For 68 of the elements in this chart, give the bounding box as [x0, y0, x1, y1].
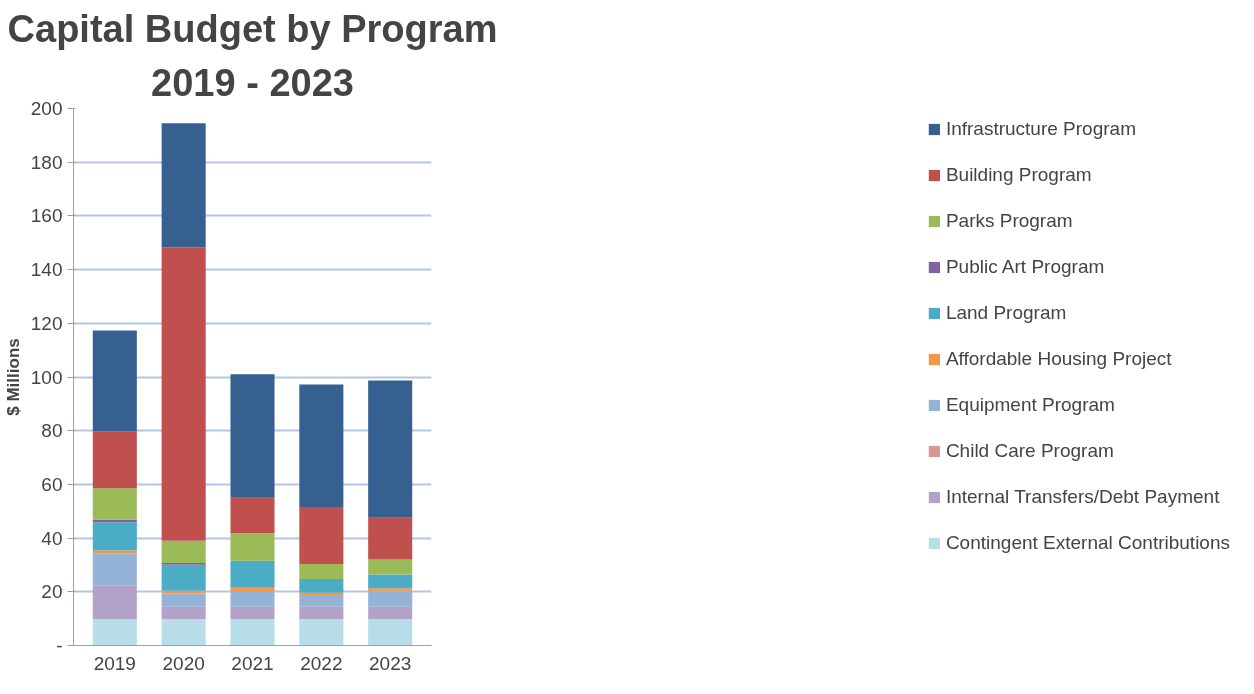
y-tick-label: 200: [30, 98, 63, 119]
x-tick-label: 2020: [162, 652, 205, 674]
y-tick-label: 60: [41, 473, 63, 495]
legend-label: Equipment Program: [945, 394, 1115, 416]
bar: [161, 540, 206, 564]
y-tick-label: 180: [30, 151, 63, 173]
bar: [368, 380, 413, 518]
bar: [230, 606, 275, 619]
y-axis-title: $ Millions: [3, 338, 23, 416]
x-tick-label: 2022: [300, 652, 343, 674]
legend-label: Infrastructure Program: [945, 118, 1136, 140]
bar: [299, 506, 344, 564]
y-tick-label: 80: [41, 420, 63, 442]
bar: [230, 497, 275, 534]
bar: [230, 374, 275, 498]
bar: [299, 384, 344, 507]
bar: [230, 590, 275, 607]
bar: [161, 618, 206, 646]
bar: [368, 606, 413, 619]
legend-label: Parks Program: [945, 210, 1073, 232]
bar: [299, 606, 344, 619]
legend-label: Child Care Program: [945, 440, 1114, 462]
y-tick-label: 40: [41, 527, 63, 549]
bar: [92, 553, 137, 586]
bar: [161, 564, 206, 591]
bar: [92, 330, 137, 432]
bar: [368, 517, 413, 560]
bar: [368, 574, 413, 589]
legend-label: Affordable Housing Project: [945, 348, 1172, 370]
bar: [368, 590, 413, 607]
bar: [368, 588, 413, 591]
bar: [92, 618, 137, 646]
bar: [92, 522, 137, 551]
bar: [299, 578, 344, 593]
legend-label: Building Program: [945, 164, 1092, 186]
y-tick-label: 160: [30, 205, 63, 227]
legend-label: Contingent External Contributions: [945, 532, 1230, 554]
bar: [92, 431, 137, 489]
bar: [92, 488, 137, 520]
x-tick-label: 2019: [93, 652, 136, 674]
x-tick-label: 2021: [231, 652, 274, 674]
bar: [161, 593, 206, 607]
y-tick-label: -: [56, 635, 63, 656]
chart-title: Capital Budget by Program: [7, 7, 498, 50]
bar: [230, 618, 275, 646]
bar: [299, 618, 344, 646]
bar: [299, 592, 344, 596]
y-tick-label: 20: [41, 581, 63, 603]
legend-label: Internal Transfers/Debt Payment: [945, 486, 1220, 508]
bar: [299, 563, 344, 579]
y-tick-label: 140: [30, 259, 63, 281]
bar: [161, 123, 206, 248]
legend-label: Public Art Program: [945, 256, 1105, 278]
chart-subtitle: 2019 - 2023: [151, 61, 354, 104]
bar: [299, 595, 344, 607]
bar: [230, 533, 275, 561]
bar: [368, 559, 413, 575]
legend-label: Land Program: [945, 302, 1067, 324]
bar: [161, 247, 206, 541]
bar: [92, 585, 137, 619]
bar: [368, 618, 413, 646]
bar: [161, 606, 206, 619]
bar: [230, 587, 275, 591]
bar: [92, 550, 137, 554]
x-tick-label: 2023: [369, 652, 412, 674]
bar: [230, 560, 275, 588]
y-tick-label: 120: [30, 312, 63, 334]
y-tick-label: 100: [30, 366, 63, 388]
